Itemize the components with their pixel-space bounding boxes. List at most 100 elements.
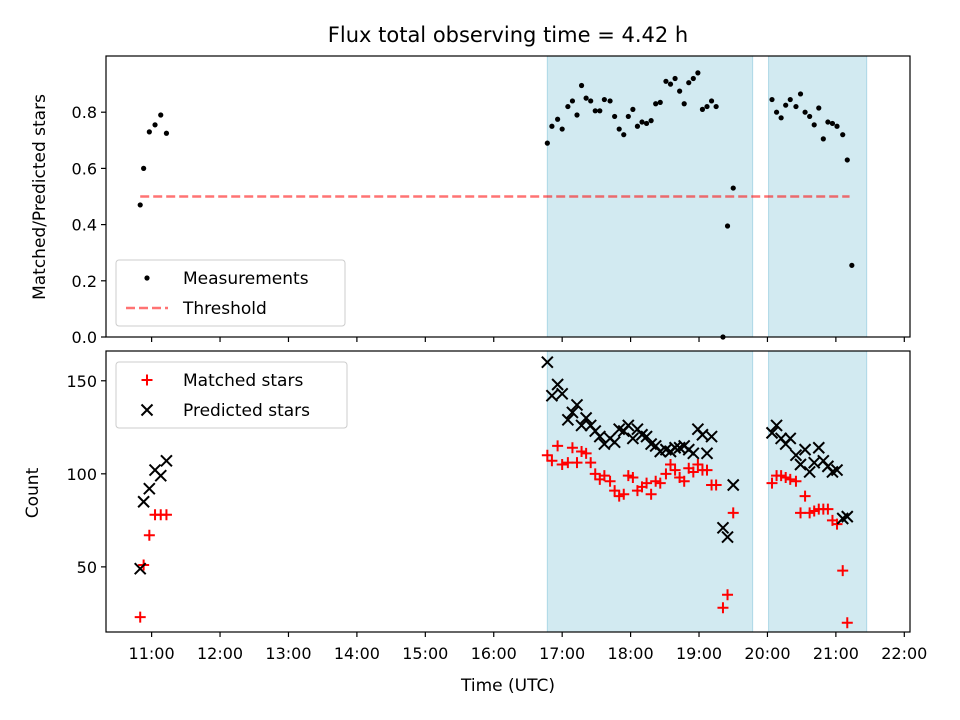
measurement-point [616,126,622,132]
measurement-point [802,109,808,115]
x-tick-label: 20:00 [744,644,790,663]
top-y-tick-label: 0.0 [72,328,97,347]
measurement-point [704,103,710,110]
matched-star-point [589,468,601,480]
x-tick-label: 21:00 [813,644,859,663]
measurement-point [549,123,555,129]
predicted-star-point [160,454,173,468]
legend-label: Matched stars [183,371,303,391]
top-y-tick-label: 0.8 [72,103,97,122]
measurement-point [825,119,831,125]
measurement-point [607,98,613,104]
matched-star-point [571,457,583,469]
matched-star-point [660,468,672,480]
top-y-tick-label: 0.6 [72,159,97,178]
predicted-star-point [541,355,554,369]
matched-star-point [143,529,155,541]
bottom-y-tick-label: 100 [66,465,97,484]
legend-label: Measurements [183,269,309,289]
measurement-point [592,108,598,114]
predicted-star-point [721,530,734,544]
matched-star-point [841,617,853,629]
legend-label: Predicted stars [183,401,310,421]
measurement-point [621,132,627,138]
legend-matched-marker [141,374,153,386]
matched-star-point [669,464,681,476]
measurement-point [713,103,719,110]
matched-star-point [722,589,734,601]
x-tick-label: 15:00 [402,644,448,663]
matched-star-point [678,475,690,487]
matched-star-point [541,449,553,461]
measurement-point [677,88,683,94]
top-y-tick-label: 0.2 [72,272,97,291]
measurement-point [583,95,589,101]
top-legend-box [115,259,346,327]
measurement-point [163,130,170,136]
measurement-point [724,223,731,229]
predicted-star-point [575,419,588,432]
measurement-point [834,123,840,129]
predicted-star-point [561,413,575,427]
matched-star-point [822,503,834,515]
measurement-point [849,262,855,268]
measurement-point [797,91,804,97]
measurement-point [769,96,775,103]
measurement-point [601,96,607,103]
predicted-star-point [593,430,607,443]
matched-star-point [727,507,739,519]
top-y-axis-label: Matched/Predicted stars [30,94,50,300]
matched-star-point [645,488,657,500]
bottom-shaded-span [546,350,754,633]
predicted-star-point [716,521,730,534]
predicted-star-point [134,562,147,575]
measurement-point [152,122,158,128]
x-tick-label: 11:00 [129,644,175,663]
predicted-star-point [137,495,150,508]
bottom-legend: Matched stars Predicted stars [115,361,348,429]
matched-star-point [717,602,729,614]
measurement-point [690,75,696,82]
matched-star-point [546,455,558,467]
measurement-point [569,98,576,104]
measurement-point [807,113,813,120]
matched-star-point [831,518,843,530]
bottom-y-tick-label: 150 [66,372,97,391]
matched-star-point [604,475,616,487]
measurement-point [840,132,846,138]
top-axes-frame [105,55,911,338]
predicted-star-point [551,378,564,391]
measurement-point [699,106,706,112]
measurement-point [708,98,715,104]
x-tick-label: 12:00 [197,644,243,663]
measurement-point [565,103,571,110]
predicted-star-point [798,443,812,456]
measurement-point [793,103,799,110]
bottom-y-axis-label: Count [23,467,43,518]
matched-star-point [641,477,653,489]
predicted-star-point [765,426,779,440]
x-tick-label: 18:00 [608,644,654,663]
matched-star-point [627,472,639,484]
predicted-star-point [841,510,854,523]
top-legend: Measurements Threshold [115,259,346,327]
bottom-panel: 50 100 150 11:00 12:00 13:00 14:00 15:00 16:00 17… [66,350,927,663]
predicted-star-point [687,447,700,460]
measurement-point [146,129,152,135]
measurement-point [634,123,641,129]
matched-star-point [585,457,597,469]
predicted-star-point [608,435,621,449]
measurement-point [612,113,618,120]
legend-predicted-marker [140,403,154,417]
measurement-point [816,105,822,111]
predicted-star-point [545,389,559,402]
measurement-point [844,157,850,163]
matched-star-point [784,473,796,485]
measurement-point [672,75,678,82]
measurement-point [663,78,669,84]
bottom-y-tick-label: 50 [77,558,97,577]
predicted-star-point [770,419,783,432]
matched-star-point [692,459,704,471]
predicted-star-point [622,419,635,432]
